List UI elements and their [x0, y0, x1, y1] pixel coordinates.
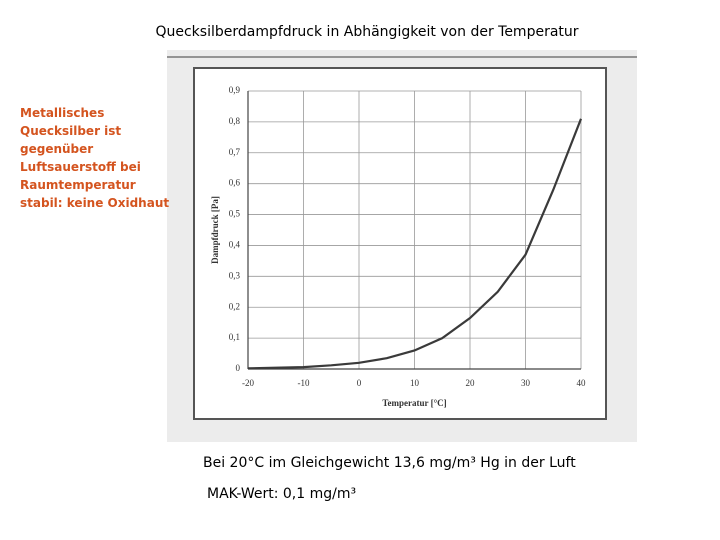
- caption: Bei 20°C im Gleichgewicht 13,6 mg/m³ Hg …: [203, 455, 576, 471]
- data-line: [247, 118, 583, 370]
- x-tick-label: 30: [521, 378, 531, 388]
- y-tick-label: 0,5: [229, 209, 241, 219]
- y-tick-label: 0,3: [229, 270, 241, 280]
- x-tick-label: 0: [357, 378, 362, 388]
- x-tick-label: 10: [410, 378, 420, 388]
- y-tick-label: 0: [236, 363, 241, 373]
- note-line: Metallisches: [20, 106, 104, 120]
- y-tick-label: 0,7: [229, 147, 241, 157]
- x-axis-label: Temperatur [°C]: [382, 398, 446, 408]
- note-line: gegenüber: [20, 142, 93, 156]
- y-tick-label: 0,9: [229, 85, 241, 95]
- chart-frame: [193, 67, 607, 420]
- note-line: stabil: keine Oxidhaut: [20, 196, 169, 210]
- x-tick-label: 20: [466, 378, 476, 388]
- note-line: Luftsauerstoff bei: [20, 160, 141, 174]
- note-line: Quecksilber ist: [20, 124, 121, 138]
- slide-title: Quecksilberdampfdruck in Abhängigkeit vo…: [155, 24, 578, 40]
- y-tick-label: 0,6: [229, 178, 241, 188]
- y-tick-label: 0,1: [229, 332, 240, 342]
- y-tick-label: 0,2: [229, 301, 240, 311]
- note-line: Raumtemperatur: [20, 178, 136, 192]
- caption: MAK-Wert: 0,1 mg/m³: [207, 486, 356, 502]
- x-tick-label: -10: [298, 378, 310, 388]
- x-tick-label: 40: [577, 378, 587, 388]
- x-tick-label: -20: [242, 378, 254, 388]
- y-axis-label: Dampfdruck [Pa]: [210, 196, 220, 264]
- y-tick-label: 0,4: [229, 240, 241, 250]
- y-tick-label: 0,8: [229, 116, 241, 126]
